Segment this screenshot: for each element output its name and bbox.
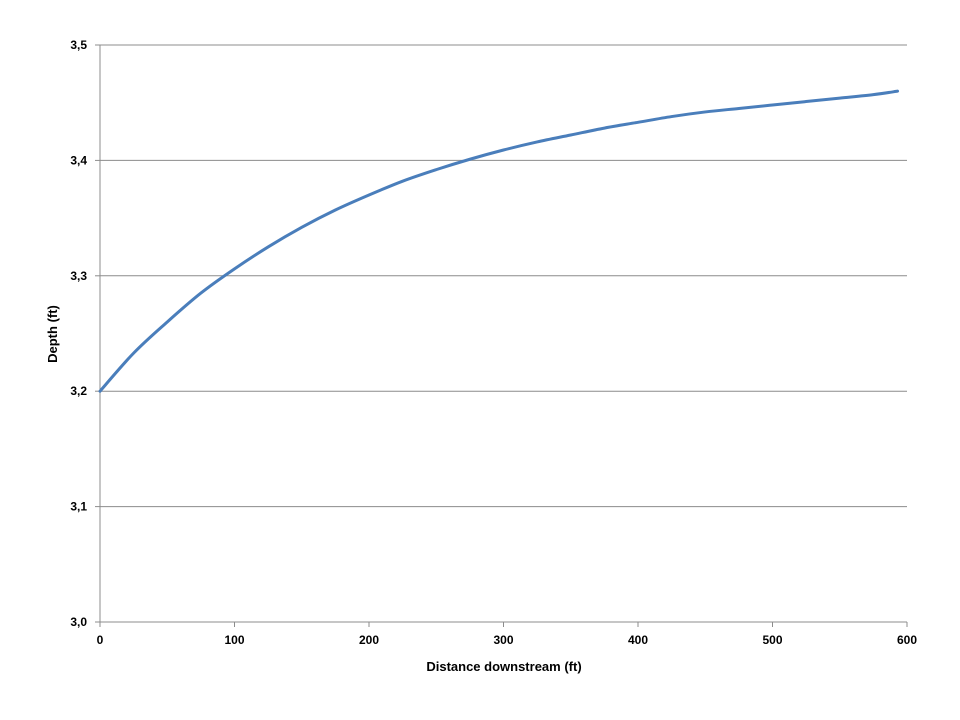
axes bbox=[95, 44, 908, 627]
series-layer bbox=[98, 89, 900, 393]
gridlines bbox=[100, 44, 907, 508]
x-tick-label: 400 bbox=[628, 633, 648, 647]
x-tick-label: 600 bbox=[897, 633, 917, 647]
x-tick-label: 500 bbox=[762, 633, 782, 647]
series-line bbox=[98, 89, 900, 393]
x-tick-label: 100 bbox=[224, 633, 244, 647]
x-tick-label: 300 bbox=[493, 633, 513, 647]
x-axis-title: Distance downstream (ft) bbox=[426, 659, 581, 674]
tick-labels: 3,0 3,1 3,2 3,3 3,4 3,5 0 100 200 300 400 500 600 bbox=[70, 38, 917, 647]
x-tick-label: 0 bbox=[97, 633, 104, 647]
y-tick-label: 3,3 bbox=[70, 269, 87, 283]
y-tick-label: 3,4 bbox=[70, 153, 87, 167]
y-tick-label: 3,1 bbox=[70, 500, 87, 514]
y-tick-label: 3,5 bbox=[70, 38, 87, 52]
y-tick-label: 3,0 bbox=[70, 615, 87, 629]
x-tick-label: 200 bbox=[359, 633, 379, 647]
y-axis-title: Depth (ft) bbox=[45, 305, 60, 363]
y-tick-label: 3,2 bbox=[70, 384, 87, 398]
